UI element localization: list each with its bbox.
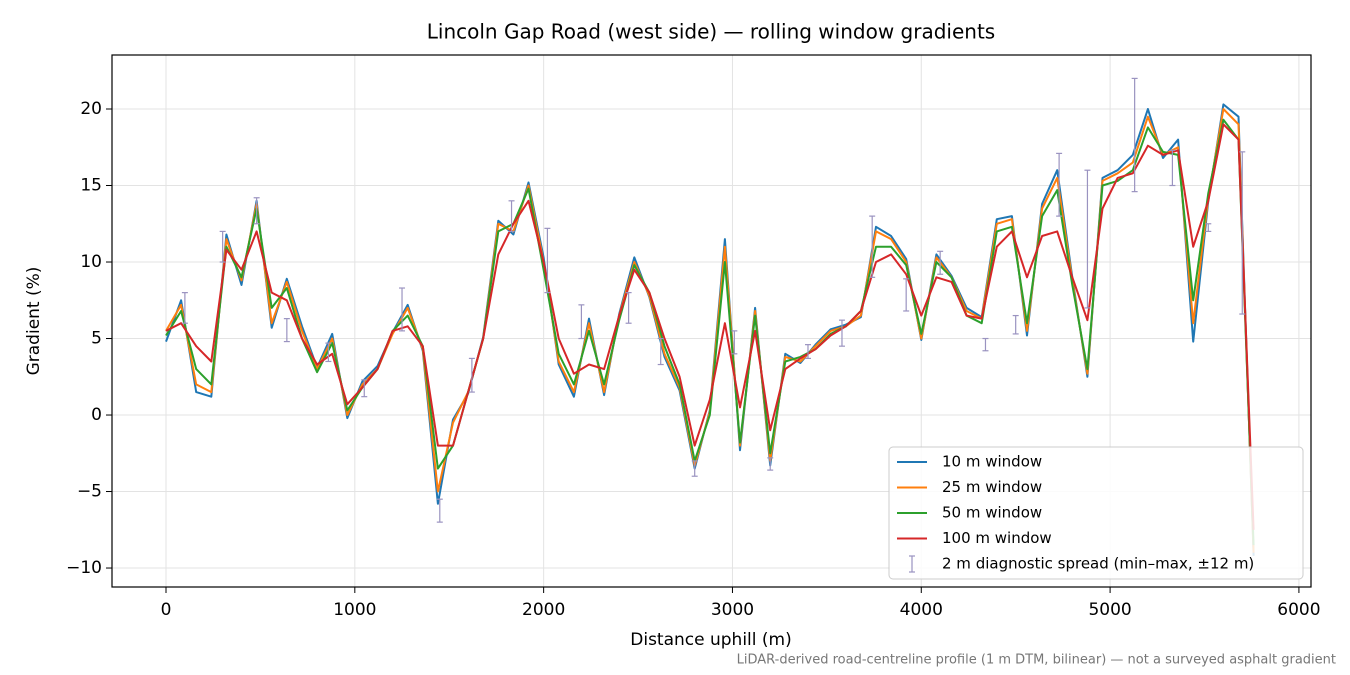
error-bar [325, 342, 332, 363]
chart-title: Lincoln Gap Road (west side) — rolling w… [427, 20, 995, 44]
x-tick-label: 2000 [522, 600, 565, 620]
error-bar [1169, 149, 1176, 187]
error-bar [691, 460, 698, 477]
error-bar [578, 304, 585, 340]
error-bar [181, 292, 188, 324]
y-tick-label: −10 [66, 558, 102, 578]
error-bar [544, 227, 551, 294]
error-bar [838, 319, 845, 347]
x-tick-label: 4000 [900, 600, 943, 620]
error-bar [1012, 314, 1019, 335]
legend: 10 m window 25 m window 50 m window 100 m w… [888, 446, 1304, 580]
error-bar [283, 318, 290, 343]
error-bar [219, 230, 226, 263]
error-bar [399, 287, 406, 332]
plot-frame [111, 54, 1312, 588]
legend-label: 10 m window [942, 453, 1042, 471]
x-tick-label: 3000 [711, 600, 754, 620]
x-tick-label: 0 [161, 600, 172, 620]
x-axis-label: Distance uphill (m) [630, 630, 791, 650]
error-bar [436, 498, 443, 523]
error-bar [625, 292, 632, 324]
legend-label: 50 m window [942, 504, 1042, 522]
legend-box [888, 446, 1304, 580]
error-bar [937, 250, 944, 275]
error-bar [253, 197, 260, 225]
series-line [165, 118, 1255, 546]
error-bar [982, 337, 989, 352]
error-bar [731, 330, 738, 355]
error-bar [361, 379, 368, 398]
legend-label: 25 m window [942, 478, 1042, 496]
error-bar [468, 357, 475, 393]
y-tick-label: 20 [80, 99, 102, 119]
error-bar [1084, 169, 1091, 309]
error-bar [1131, 77, 1138, 193]
y-tick-label: 10 [80, 252, 102, 272]
error-bar [508, 200, 515, 233]
error-bar [804, 344, 811, 360]
y-tick-label: −5 [77, 482, 102, 502]
legend-label: 100 m window [942, 529, 1052, 547]
y-tick-label: 15 [80, 176, 102, 196]
legend-label: 2 m diagnostic spread (min–max, ±12 m) [942, 555, 1254, 573]
y-axis-label: Gradient (%) [24, 267, 44, 376]
y-tick-label: 5 [91, 329, 102, 349]
error-bar [1205, 223, 1212, 233]
error-bar [903, 278, 910, 312]
x-tick-label: 5000 [1088, 600, 1131, 620]
error-bar [767, 457, 774, 471]
plot-area [165, 77, 1255, 556]
footnote: LiDAR-derived road-centreline profile (1… [737, 653, 1336, 668]
error-bar [869, 215, 876, 278]
x-tick-label: 6000 [1277, 600, 1320, 620]
x-tick-label: 1000 [333, 600, 376, 620]
series-line [165, 123, 1255, 530]
y-tick-label: 0 [91, 405, 102, 425]
error-bar [1056, 152, 1063, 217]
error-bar [657, 337, 664, 366]
error-bar [1239, 151, 1246, 315]
